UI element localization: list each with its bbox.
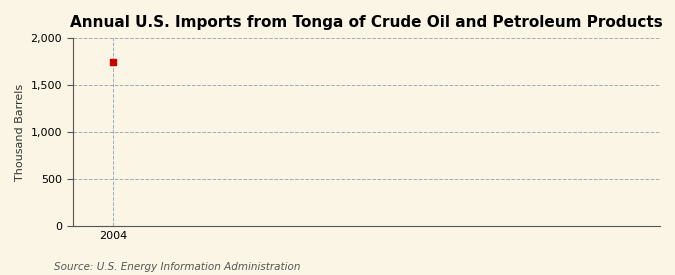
Point [107, 60, 118, 64]
Y-axis label: Thousand Barrels: Thousand Barrels [15, 83, 25, 181]
Text: Source: U.S. Energy Information Administration: Source: U.S. Energy Information Administ… [54, 262, 300, 272]
Title: Annual U.S. Imports from Tonga of Crude Oil and Petroleum Products: Annual U.S. Imports from Tonga of Crude … [70, 15, 663, 30]
